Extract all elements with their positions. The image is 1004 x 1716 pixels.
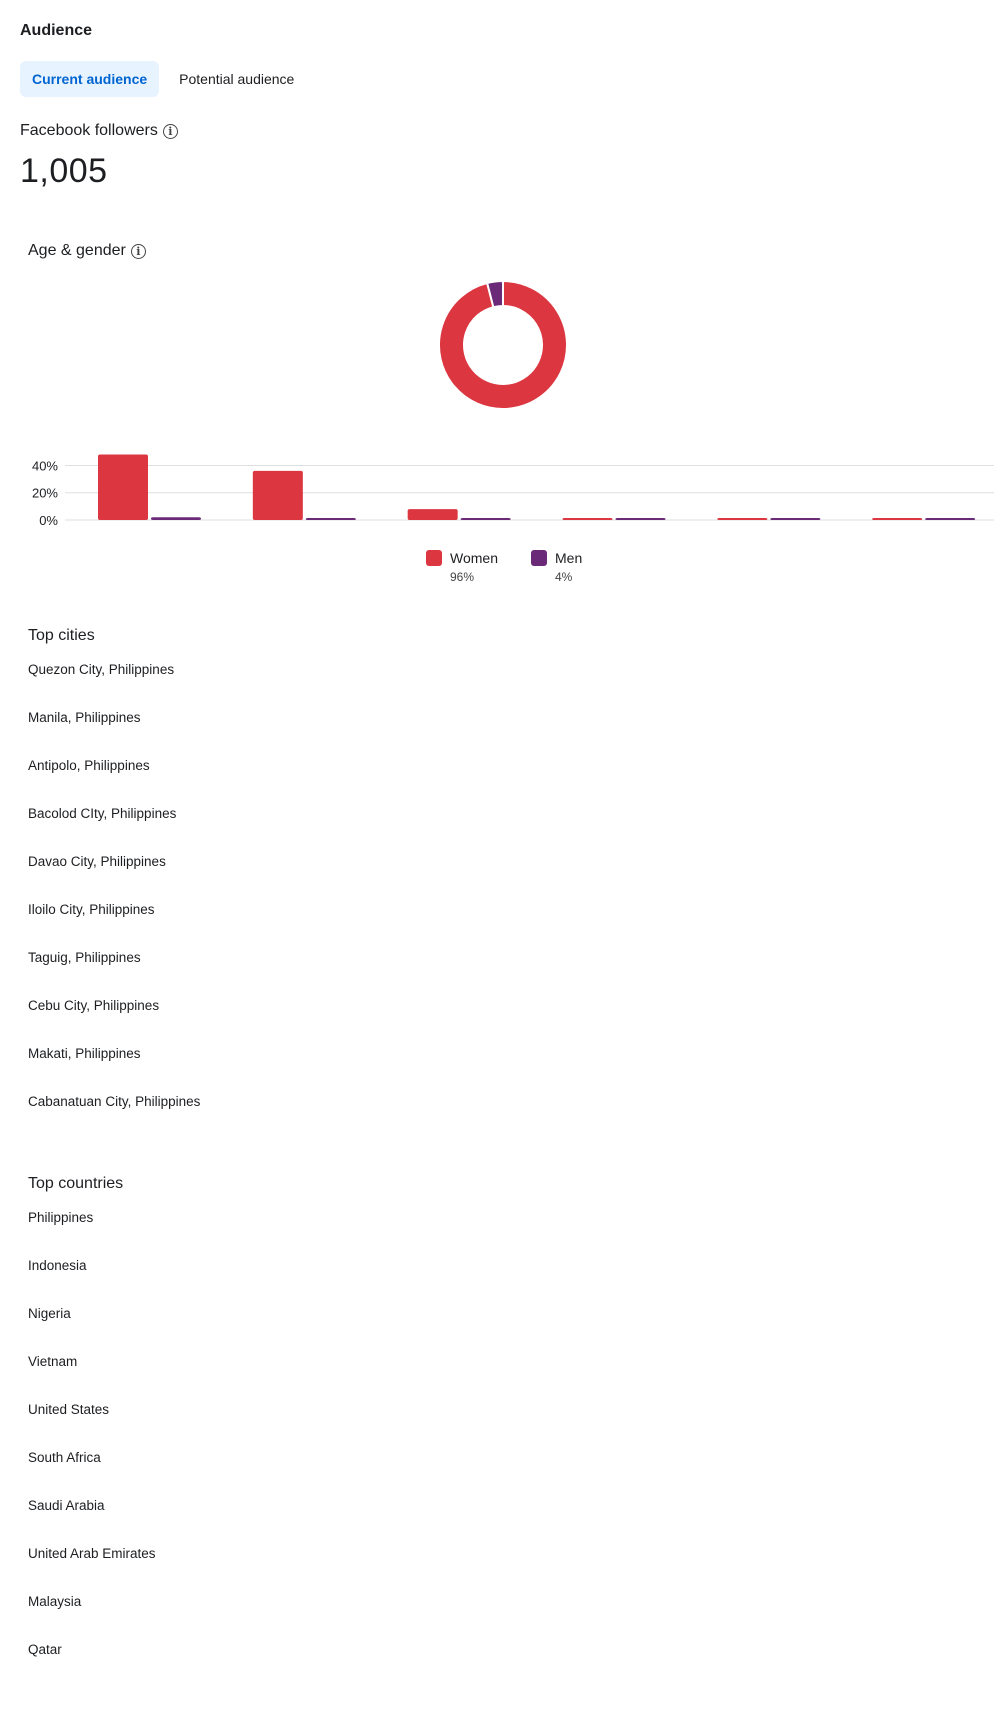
bar-women-18-24[interactable] (98, 454, 148, 520)
bar-men-65+[interactable] (925, 518, 976, 520)
y-tick-label: 40% (32, 458, 58, 473)
country-item: Malaysia (28, 1594, 82, 1609)
bar-men-55-64[interactable] (770, 518, 821, 520)
x-tick-label: 25-34 (288, 527, 321, 530)
city-item: Bacolod CIty, Philippines (28, 806, 177, 821)
country-item: Saudi Arabia (28, 1498, 105, 1513)
bar-women-65+[interactable] (872, 518, 923, 520)
y-tick-label: 20% (32, 486, 58, 501)
city-item: Makati, Philippines (28, 1046, 141, 1061)
x-tick-label: 45-54 (597, 527, 630, 530)
legend-men-label: Men (555, 550, 583, 566)
country-item: Nigeria (28, 1306, 71, 1321)
donut-slice-women[interactable] (438, 280, 568, 410)
age-gender-title: Age & gender (28, 242, 126, 259)
bar-women-55-64[interactable] (717, 518, 768, 520)
tab-current-audience[interactable]: Current audience (20, 61, 160, 97)
city-item: Manila, Philippines (28, 710, 141, 725)
city-item: Iloilo City, Philippines (28, 902, 155, 917)
bar-women-45-54[interactable] (562, 517, 613, 520)
bar-men-25-34[interactable] (305, 517, 356, 520)
country-item: South Africa (28, 1450, 101, 1465)
top-countries-title: Top countries (28, 1175, 124, 1192)
audience-tabs: Current audience Potential audience (20, 61, 306, 97)
followers-label-row: Facebook followers i (20, 122, 178, 140)
section-title: Audience (20, 22, 93, 39)
followers-count: 1,005 (20, 152, 108, 190)
city-item: Davao City, Philippines (28, 854, 166, 869)
country-item: United Arab Emirates (28, 1546, 156, 1561)
top-cities-list: Quezon City, Philippines Manila, Philipp… (28, 661, 200, 1141)
city-item: Quezon City, Philippines (28, 662, 175, 677)
bar-men-45-54[interactable] (615, 518, 666, 520)
legend-men-percent: 4% (555, 570, 573, 584)
y-tick-label: 0% (39, 513, 58, 528)
x-tick-label: 55-64 (752, 527, 785, 530)
country-item: Philippines (28, 1210, 94, 1225)
x-tick-label: 35-44 (443, 527, 476, 530)
legend-women-percent: 96% (450, 570, 475, 584)
city-item: Cebu City, Philippines (28, 998, 160, 1013)
x-tick-label: 18-24 (133, 527, 166, 530)
bar-women-35-44[interactable] (407, 509, 458, 520)
bar-women-25-34[interactable] (252, 470, 303, 520)
city-item: Taguig, Philippines (28, 950, 141, 965)
gender-donut-chart (438, 280, 568, 410)
top-countries-list: Philippines Indonesia Nigeria Vietnam Un… (28, 1209, 156, 1689)
followers-label: Facebook followers (20, 122, 158, 139)
x-tick-label: 65+ (913, 527, 935, 530)
info-icon[interactable]: i (162, 123, 178, 139)
city-item: Cabanatuan City, Philippines (28, 1094, 201, 1109)
legend-women-label: Women (450, 550, 498, 566)
men-swatch (531, 550, 547, 566)
bar-men-18-24[interactable] (151, 517, 201, 520)
country-item: Indonesia (28, 1258, 87, 1273)
age-bar-chart: 0% 20% 40% 18-24 25-34 35-44 45-54 55-64 65+ (32, 454, 994, 530)
country-item: Qatar (28, 1642, 62, 1657)
country-item: United States (28, 1402, 110, 1417)
city-item: Antipolo, Philippines (28, 758, 150, 773)
age-gender-title-row: Age & gender i (28, 242, 146, 260)
info-icon[interactable]: i (130, 243, 146, 259)
women-swatch (426, 550, 442, 566)
country-item: Vietnam (28, 1354, 78, 1369)
legend-men: Men 4% (531, 550, 582, 584)
tab-potential-audience[interactable]: Potential audience (179, 71, 295, 87)
legend-women: Women 96% (426, 550, 498, 584)
bar-men-35-44[interactable] (460, 518, 511, 520)
top-cities-title: Top cities (28, 627, 95, 644)
